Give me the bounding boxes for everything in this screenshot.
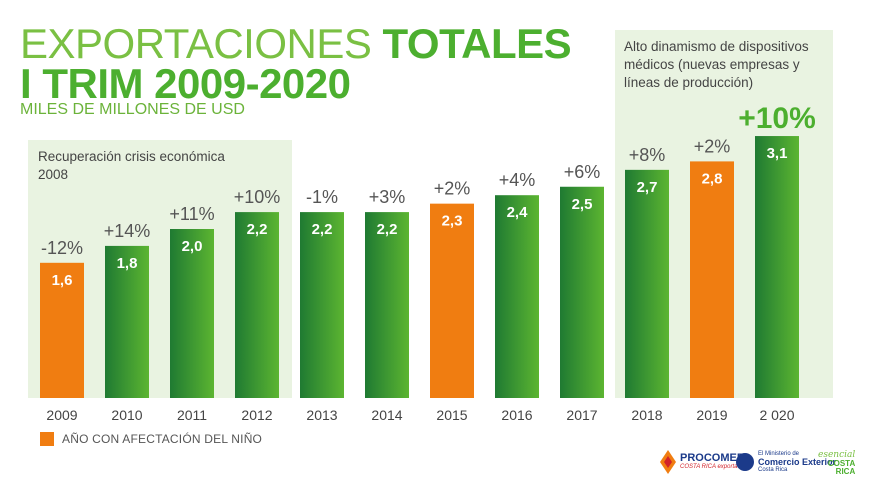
x-tick-label: 2010 [111, 407, 142, 423]
x-tick-label: 2015 [436, 407, 467, 423]
x-tick-label: 2016 [501, 407, 532, 423]
comex-seal-icon [736, 453, 754, 471]
bar-change-label: +2% [434, 179, 471, 199]
note-dispositivos: Alto dinamismo de dispositivos médicos (… [624, 39, 809, 90]
bar-value-label: 2,4 [507, 204, 529, 221]
x-tick-label: 2013 [306, 407, 337, 423]
bar [235, 212, 279, 398]
bar-change-label: +4% [499, 170, 536, 190]
bar [300, 212, 344, 398]
bar-value-label: 1,6 [52, 272, 73, 289]
comex-country: Costa Rica [758, 467, 788, 473]
bar [105, 245, 149, 398]
x-tick-label: 2019 [696, 407, 727, 423]
legend-label: AÑO CON AFECTACIÓN DEL NIÑO [62, 432, 263, 446]
cr-line2: RICA [835, 467, 856, 476]
legend: AÑO CON AFECTACIÓN DEL NIÑO [40, 432, 262, 446]
bar-value-label: 2,5 [572, 196, 593, 213]
bar-value-label: 3,1 [767, 145, 788, 162]
title-light: EXPORTACIONES [20, 20, 383, 67]
bar-value-label: 2,2 [312, 221, 333, 238]
chart-title: EXPORTACIONES TOTALES I TRIM 2009-2020 [20, 23, 572, 107]
bar-change-label: +11% [169, 204, 214, 224]
bar-change-label: +2% [694, 136, 731, 156]
bar [365, 212, 409, 398]
bar-value-label: 2,0 [182, 238, 203, 255]
x-tick-label: 2012 [241, 407, 272, 423]
x-tick-label: 2018 [631, 407, 662, 423]
bar [755, 136, 799, 399]
bar-value-label: 2,7 [637, 179, 658, 196]
title-line2: I TRIM 2009-2020 [20, 60, 351, 107]
x-tick-label: 2014 [371, 407, 402, 423]
bar-change-label: +3% [369, 187, 406, 207]
x-tick-label: 2017 [566, 407, 597, 423]
procomer-sub: COSTA RICA exporta [680, 464, 738, 470]
title-bold: TOTALES [382, 20, 572, 67]
bar-value-label: 2,8 [702, 170, 723, 187]
comex-big: Comercio Exterior [758, 457, 837, 467]
bar-change-label: +10% [738, 102, 816, 135]
bar-change-label: +14% [104, 221, 151, 241]
comex-logo: El Ministerio de Comercio Exterior Costa… [736, 450, 836, 474]
procomer-flame-icon [660, 450, 676, 474]
procomer-name: PROCOMER [680, 452, 745, 464]
x-tick-label: 2009 [46, 407, 77, 423]
x-tick-label: 2 020 [759, 407, 794, 423]
bar-change-label: -1% [306, 187, 338, 207]
note-recuperacion: Recuperación crisis económica 2008 [38, 149, 225, 182]
x-tick-label: 2011 [177, 407, 207, 423]
bar-change-label: +10% [234, 187, 281, 207]
procomer-logo: PROCOMER COSTA RICA exporta [660, 450, 745, 474]
bar-change-label: -12% [41, 238, 83, 258]
bar [690, 161, 734, 398]
bar [430, 203, 474, 398]
chart-subtitle: MILES DE MILLONES DE USD [20, 101, 245, 118]
costa-rica-logo: esencial COSTA RICA [818, 450, 855, 476]
bar-value-label: 2,3 [442, 213, 463, 230]
bar-value-label: 2,2 [247, 221, 268, 238]
bar-change-label: +8% [629, 145, 666, 165]
bar [40, 262, 84, 398]
bar-value-label: 1,8 [117, 255, 138, 272]
comex-small: El Ministerio de [758, 451, 800, 457]
bar-value-label: 2,2 [377, 221, 398, 238]
bar [560, 186, 604, 398]
bar-change-label: +6% [564, 162, 601, 182]
cr-script: esencial [818, 450, 856, 460]
bar [495, 195, 539, 398]
bar [625, 169, 669, 398]
cr-line1: COSTA [827, 459, 856, 468]
legend-swatch [40, 432, 54, 446]
bar [170, 229, 214, 398]
